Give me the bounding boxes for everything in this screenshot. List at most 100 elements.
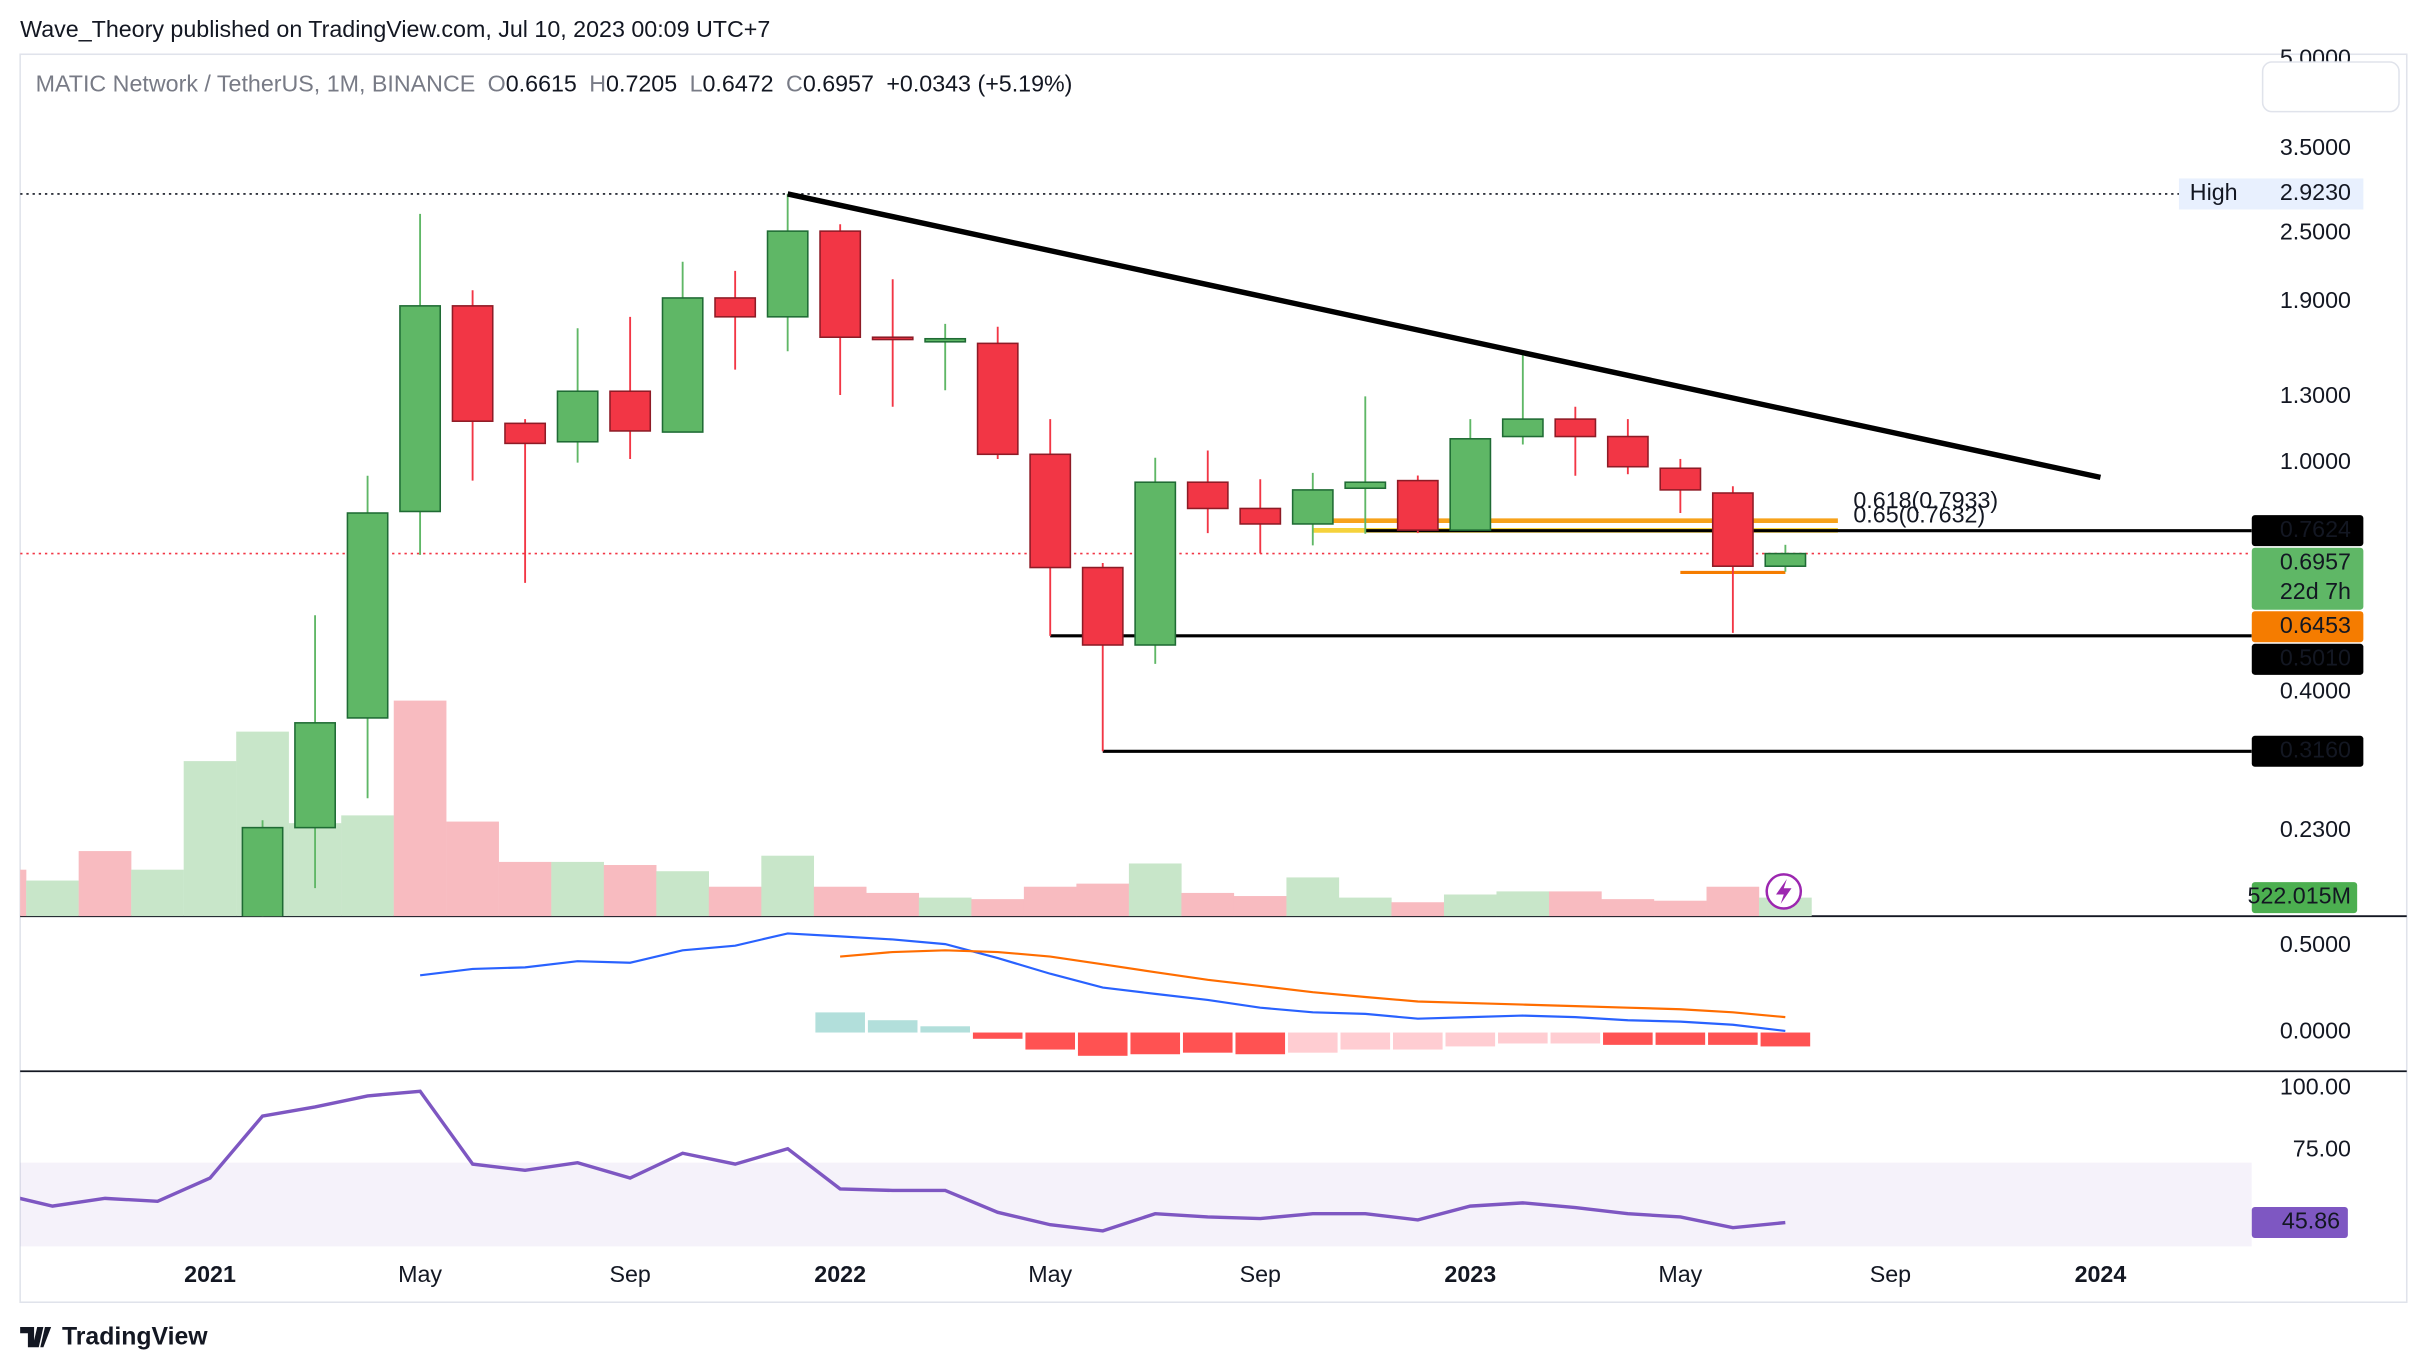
candle-body bbox=[294, 722, 336, 829]
volume-bar bbox=[603, 865, 657, 917]
price-label-box bbox=[2251, 547, 2364, 610]
candle-body bbox=[1554, 418, 1597, 438]
x-tick-label: Sep bbox=[609, 1261, 650, 1287]
price-label-box bbox=[2251, 643, 2364, 675]
x-tick-label: May bbox=[1658, 1261, 1702, 1287]
rsi-tick-label: 75.00 bbox=[2293, 1135, 2351, 1161]
macd-tick-label: 0.0000 bbox=[2280, 1018, 2351, 1044]
candle-body bbox=[609, 390, 652, 432]
price-label-box bbox=[2251, 611, 2364, 643]
ohlc-value: 0.7205 bbox=[606, 70, 677, 96]
macd-histogram-bar bbox=[1340, 1032, 1391, 1050]
alert-icon bbox=[1765, 873, 1803, 910]
candle-body bbox=[1239, 507, 1282, 525]
signal-line bbox=[840, 949, 1786, 1019]
macd-histogram-bar bbox=[1550, 1032, 1601, 1044]
volume-bar bbox=[761, 855, 815, 917]
volume-bar bbox=[26, 880, 79, 917]
price-label-box bbox=[2251, 735, 2364, 767]
macd-histogram-bar bbox=[867, 1020, 918, 1033]
macd-histogram-bar bbox=[1708, 1032, 1758, 1045]
candle-body bbox=[1764, 552, 1807, 567]
macd-histogram-bar bbox=[1182, 1032, 1233, 1053]
x-tick-label: 2023 bbox=[1444, 1261, 1496, 1287]
volume-bar bbox=[1654, 900, 1707, 917]
x-tick-label: Sep bbox=[1240, 1261, 1281, 1287]
rsi-label: 45.86 bbox=[2282, 1208, 2340, 1234]
candle-body bbox=[1711, 492, 1754, 567]
volume-bar bbox=[1601, 899, 1655, 917]
rsi-band bbox=[20, 1162, 2252, 1247]
x-tick-label: May bbox=[1028, 1261, 1072, 1287]
candle-body bbox=[871, 336, 914, 341]
macd-histogram-bar bbox=[1077, 1032, 1128, 1056]
volume-bar bbox=[551, 861, 604, 917]
candle-body bbox=[399, 305, 442, 513]
ohlc-value: 0.6957 bbox=[803, 70, 874, 96]
brand-name: TradingView bbox=[62, 1323, 208, 1350]
candle-body bbox=[924, 337, 967, 343]
symbol-title: MATIC Network / TetherUS, 1M, BINANCE bbox=[36, 70, 476, 96]
volume-bar bbox=[1391, 902, 1445, 917]
candle-body bbox=[1134, 481, 1177, 646]
axes: 5.00003.50002.50001.90001.30001.00000.40… bbox=[184, 45, 2364, 1287]
high-value: 2.9230 bbox=[2280, 179, 2351, 205]
candle-body bbox=[346, 512, 389, 719]
candle-body bbox=[241, 826, 284, 917]
y-tick-label: 1.3000 bbox=[2280, 382, 2351, 408]
macd-histogram-bar bbox=[1655, 1032, 1706, 1045]
candle-body bbox=[1081, 566, 1124, 646]
volume-bar bbox=[1023, 886, 1077, 917]
price-label-box bbox=[2251, 515, 2364, 547]
candle-body bbox=[1606, 435, 1649, 468]
candle-body bbox=[714, 297, 757, 318]
macd-histogram-bar bbox=[1393, 1032, 1443, 1050]
candle-body bbox=[1501, 418, 1544, 438]
scale-button[interactable] bbox=[2261, 61, 2400, 113]
rsi-pane bbox=[20, 1089, 2252, 1247]
candle-body bbox=[1396, 479, 1439, 531]
ohlc-value: 0.6615 bbox=[506, 70, 577, 96]
volume-label: 522.015M bbox=[2248, 883, 2351, 909]
candle-body bbox=[556, 390, 599, 443]
volume-bar bbox=[498, 861, 552, 917]
volume-bar bbox=[341, 815, 394, 917]
macd-histogram-bar bbox=[1025, 1032, 1076, 1050]
volume-label-box bbox=[2251, 882, 2358, 914]
countdown-label: 22d 7h bbox=[2280, 578, 2351, 604]
macd-histogram-bar bbox=[1445, 1032, 1496, 1047]
price-label: 0.7624 bbox=[2280, 516, 2351, 542]
volume-bar bbox=[1706, 886, 1760, 917]
rsi-tick-label: 100.00 bbox=[2280, 1073, 2351, 1099]
volume-bar bbox=[971, 899, 1025, 917]
macd-line bbox=[420, 932, 1786, 1033]
x-tick-label: May bbox=[398, 1261, 442, 1287]
volume-bar bbox=[78, 851, 132, 917]
candle-body bbox=[1186, 481, 1229, 510]
high-label: High bbox=[2190, 179, 2238, 205]
high-label-box bbox=[2178, 178, 2364, 210]
candle-body bbox=[1291, 489, 1334, 525]
volume-bar bbox=[1286, 877, 1340, 917]
candle-body bbox=[976, 342, 1019, 456]
volume-bar bbox=[1496, 891, 1550, 917]
ohlc-letter: H bbox=[589, 70, 606, 96]
rsi-line bbox=[20, 1089, 1786, 1233]
volume-bar bbox=[1181, 892, 1235, 917]
macd-histogram-bar bbox=[920, 1026, 970, 1033]
volume-bar bbox=[131, 869, 184, 917]
candle-body bbox=[661, 297, 704, 433]
trendline bbox=[787, 191, 2102, 481]
volume-bar bbox=[393, 700, 447, 917]
fib-label: 0.65(0.7632) bbox=[1853, 502, 1985, 528]
x-tick-label: Sep bbox=[1870, 1261, 1911, 1287]
volume-bar bbox=[1548, 891, 1602, 917]
volume-bar bbox=[183, 761, 237, 917]
price-label: 0.3160 bbox=[2280, 736, 2351, 762]
symbol-header: MATIC Network / TetherUS, 1M, BINANCE O0.… bbox=[36, 70, 1073, 96]
macd-histogram-bar bbox=[815, 1012, 865, 1033]
rsi-label-box bbox=[2251, 1207, 2348, 1239]
candle-body bbox=[819, 230, 862, 338]
x-tick-label: 2021 bbox=[184, 1261, 236, 1287]
